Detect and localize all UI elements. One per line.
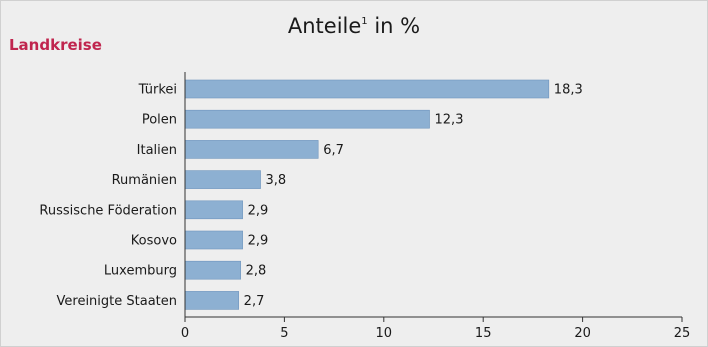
x-tick-label: 5	[280, 326, 288, 341]
title-main: Anteile	[287, 14, 362, 38]
category-label: Italien	[137, 143, 177, 158]
value-label: 2,8	[246, 264, 267, 279]
bar	[184, 230, 243, 250]
bar	[184, 200, 243, 220]
x-tick-label: 10	[376, 326, 393, 341]
bar	[184, 170, 261, 189]
x-tick-label: 25	[674, 326, 691, 341]
bar	[184, 79, 550, 99]
bar	[184, 260, 241, 280]
category-label: Vereinigte Staaten	[57, 294, 178, 309]
category-label: Polen	[142, 113, 177, 128]
category-label: Türkei	[138, 83, 177, 98]
category-label: Kosovo	[131, 234, 177, 249]
category-label: Russische Föderation	[39, 203, 177, 218]
title-suffix: in %	[367, 14, 421, 38]
value-label: 6,7	[323, 143, 344, 158]
title-footnote-marker: 1	[361, 16, 368, 27]
category-label: Rumänien	[112, 173, 177, 188]
value-label: 2,9	[248, 203, 269, 218]
x-tick-label: 20	[574, 326, 591, 341]
value-label: 3,8	[266, 173, 287, 188]
value-label: 12,3	[435, 113, 464, 128]
x-tick-label: 0	[181, 326, 189, 341]
bar	[184, 140, 319, 159]
chart-title: Anteile1 in %	[0, 14, 708, 38]
value-label: 2,7	[244, 294, 265, 309]
value-label: 18,3	[554, 83, 583, 98]
bar	[184, 109, 430, 129]
section-label: Landkreise	[9, 36, 102, 54]
category-label: Luxemburg	[104, 264, 177, 279]
bar	[184, 291, 239, 310]
x-tick-label: 15	[475, 326, 492, 341]
value-label: 2,9	[248, 234, 269, 249]
